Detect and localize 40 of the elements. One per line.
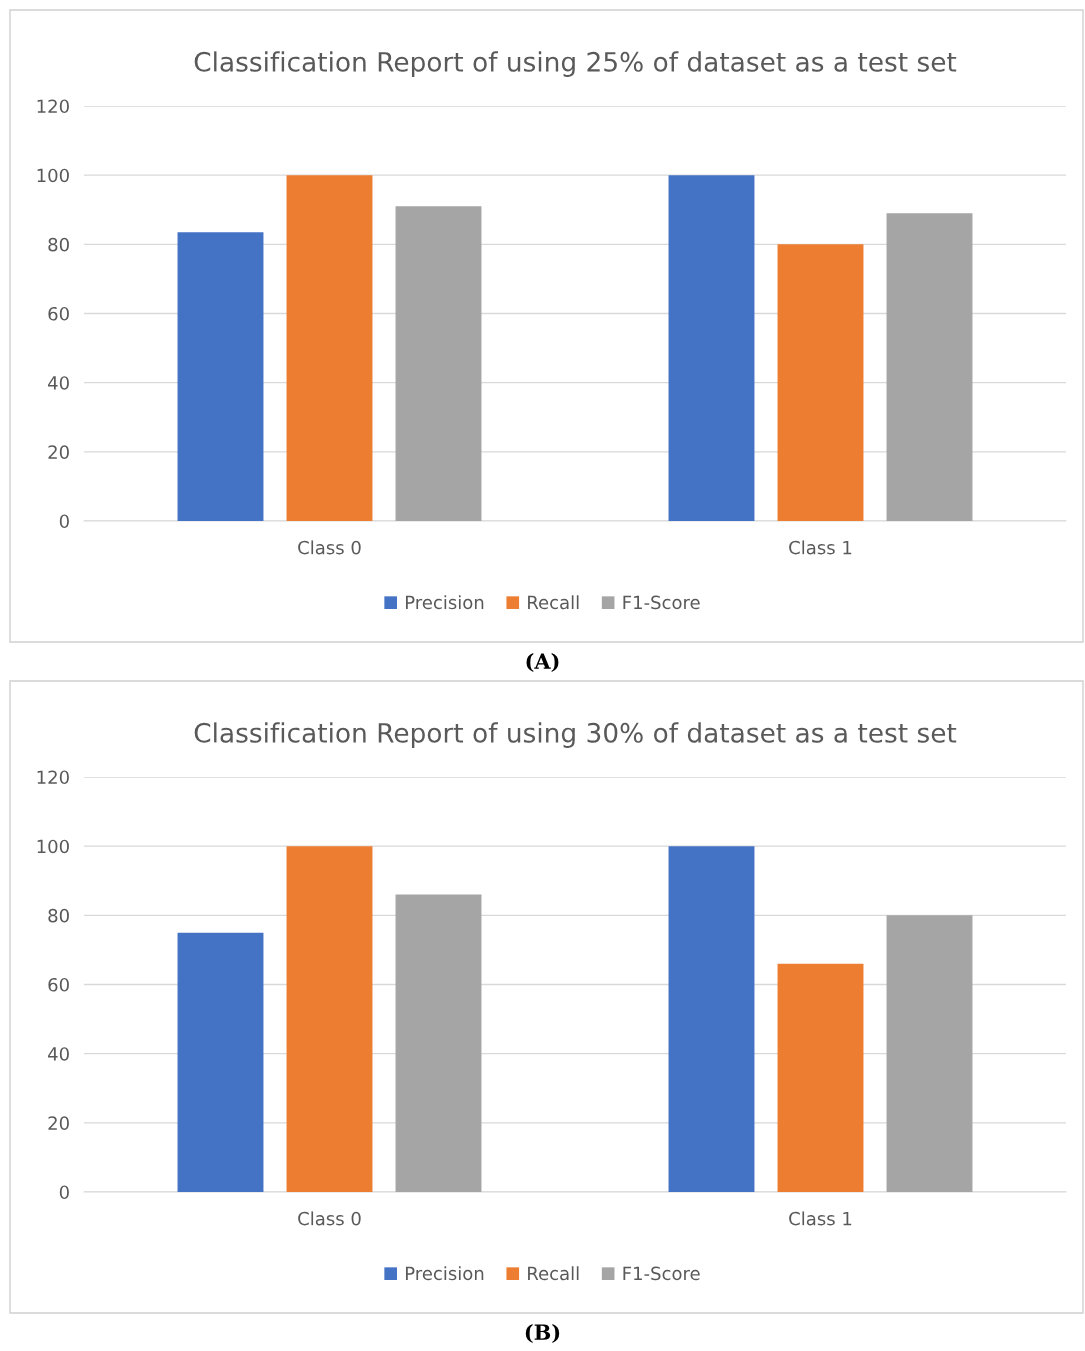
legend-label: Precision xyxy=(405,595,484,610)
bar xyxy=(395,206,482,521)
y-tick-label: 40 xyxy=(48,376,69,390)
bar xyxy=(777,963,864,1192)
y-tick-label: 20 xyxy=(48,445,69,459)
y-tick-label: 40 xyxy=(48,1047,69,1061)
x-tick-label: Class 1 xyxy=(789,540,852,555)
legend-label: F1-Score xyxy=(623,595,700,610)
y-tick-label: 20 xyxy=(48,1116,69,1130)
x-tick-label: Class 1 xyxy=(789,1211,852,1226)
bar xyxy=(886,915,973,1192)
bar xyxy=(286,175,373,521)
bar xyxy=(177,932,264,1192)
chart-title: Classification Report of using 30% of dataset as a test set xyxy=(194,722,957,748)
y-tick-label: 0 xyxy=(59,514,69,529)
y-tick-label: 100 xyxy=(37,839,69,854)
bar xyxy=(668,175,755,521)
y-tick-label: 100 xyxy=(37,168,69,183)
legend-label: Recall xyxy=(528,595,579,610)
y-tick-label: 60 xyxy=(48,306,69,321)
y-tick-label: 0 xyxy=(59,1185,69,1200)
text: (A) xyxy=(526,652,559,672)
legend-label: F1-Score xyxy=(623,1266,700,1281)
y-tick-label: 60 xyxy=(48,977,69,992)
y-tick-label: 120 xyxy=(37,99,69,114)
chart-title: Classification Report of using 25% of dataset as a test set xyxy=(194,51,957,77)
y-tick-label: 80 xyxy=(48,908,69,923)
x-tick-label: Class 0 xyxy=(298,1211,361,1226)
bar xyxy=(286,846,373,1192)
legend-label: Recall xyxy=(528,1266,579,1281)
bar xyxy=(395,894,482,1192)
bar xyxy=(668,846,755,1192)
bar xyxy=(177,232,264,521)
legend-label: Precision xyxy=(405,1266,484,1281)
y-tick-label: 120 xyxy=(37,770,69,785)
x-tick-label: Class 0 xyxy=(298,540,361,555)
text: (B) xyxy=(525,1323,560,1343)
bar xyxy=(777,244,864,521)
bar xyxy=(886,213,973,521)
y-tick-label: 80 xyxy=(48,237,69,252)
